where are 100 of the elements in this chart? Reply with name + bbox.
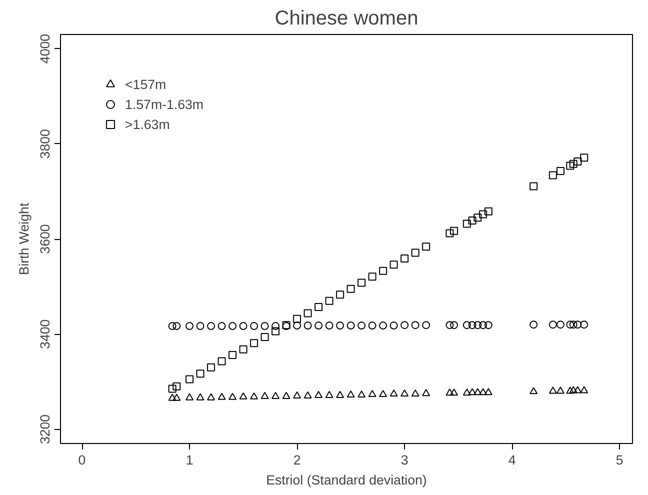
point — [358, 278, 366, 287]
point — [566, 386, 574, 394]
point — [218, 322, 226, 330]
x-tick-label: 1 — [186, 452, 194, 468]
y-tick-label: 3600 — [38, 224, 52, 254]
point — [250, 339, 258, 348]
point — [325, 296, 334, 305]
point — [304, 391, 312, 398]
point — [462, 388, 471, 396]
point — [379, 390, 388, 398]
point — [569, 160, 578, 168]
point — [580, 154, 588, 162]
point — [530, 387, 538, 394]
point — [293, 314, 302, 323]
point — [530, 320, 538, 329]
point — [411, 390, 420, 397]
point — [168, 322, 176, 330]
point — [411, 321, 420, 330]
y-tick-label: 4000 — [38, 34, 52, 64]
point — [186, 375, 194, 384]
point — [272, 392, 280, 399]
point — [228, 322, 237, 330]
point — [556, 166, 564, 175]
x-tick-label: 2 — [293, 452, 301, 468]
point — [186, 393, 194, 400]
point — [474, 214, 482, 222]
point — [548, 171, 557, 180]
point — [368, 390, 376, 398]
point — [346, 390, 355, 398]
point — [218, 357, 226, 366]
point — [260, 322, 269, 330]
point — [346, 322, 355, 330]
point — [218, 392, 226, 400]
point — [462, 321, 471, 330]
point — [358, 390, 366, 398]
point — [450, 226, 458, 235]
point — [484, 207, 492, 216]
point — [314, 303, 323, 312]
point — [484, 388, 492, 396]
x-tick-label: 0 — [78, 452, 86, 468]
point — [228, 392, 237, 400]
point — [336, 390, 344, 398]
point — [186, 322, 194, 330]
point — [548, 320, 557, 329]
point — [484, 321, 492, 330]
point — [450, 388, 458, 396]
point — [346, 284, 355, 293]
point — [272, 322, 280, 330]
point — [207, 393, 216, 400]
point — [250, 392, 258, 400]
point — [314, 322, 323, 330]
point — [446, 229, 454, 238]
y-tick-label: 3200 — [38, 414, 52, 444]
point — [468, 321, 476, 330]
point — [450, 321, 458, 330]
point — [293, 391, 302, 398]
point — [574, 320, 582, 329]
point — [574, 386, 582, 394]
point — [556, 386, 564, 394]
point — [446, 388, 454, 396]
point — [250, 322, 258, 330]
legend-label: >1.63m — [125, 116, 170, 132]
y-axis-title: Birth Weight — [16, 202, 32, 276]
x-tick-label: 5 — [616, 452, 624, 468]
point — [479, 321, 488, 330]
point — [422, 242, 430, 251]
point — [390, 322, 398, 330]
point — [569, 320, 578, 329]
point — [325, 390, 334, 398]
point — [390, 390, 398, 397]
point — [172, 322, 181, 330]
point — [400, 254, 409, 262]
point — [379, 266, 388, 275]
point — [530, 182, 538, 190]
point — [293, 322, 302, 330]
point — [239, 392, 248, 400]
point — [474, 321, 482, 330]
point — [272, 327, 280, 336]
point — [314, 390, 323, 398]
point — [239, 322, 248, 330]
point — [260, 392, 269, 399]
point — [580, 386, 588, 394]
point — [196, 322, 204, 330]
x-axis-title: Estriol (Standard deviation) — [266, 472, 427, 488]
x-tick-label: 3 — [400, 452, 408, 468]
point — [574, 157, 582, 166]
legend-label: <157m — [125, 76, 166, 92]
point — [422, 321, 430, 330]
point — [336, 322, 344, 330]
point — [228, 351, 237, 360]
point — [282, 392, 290, 399]
point — [569, 386, 578, 394]
point — [566, 162, 574, 170]
point — [239, 345, 248, 354]
y-tick-label: 3400 — [38, 319, 52, 349]
point — [207, 363, 216, 372]
point — [368, 272, 376, 281]
point — [479, 388, 488, 396]
point — [358, 322, 366, 330]
point — [556, 320, 564, 329]
